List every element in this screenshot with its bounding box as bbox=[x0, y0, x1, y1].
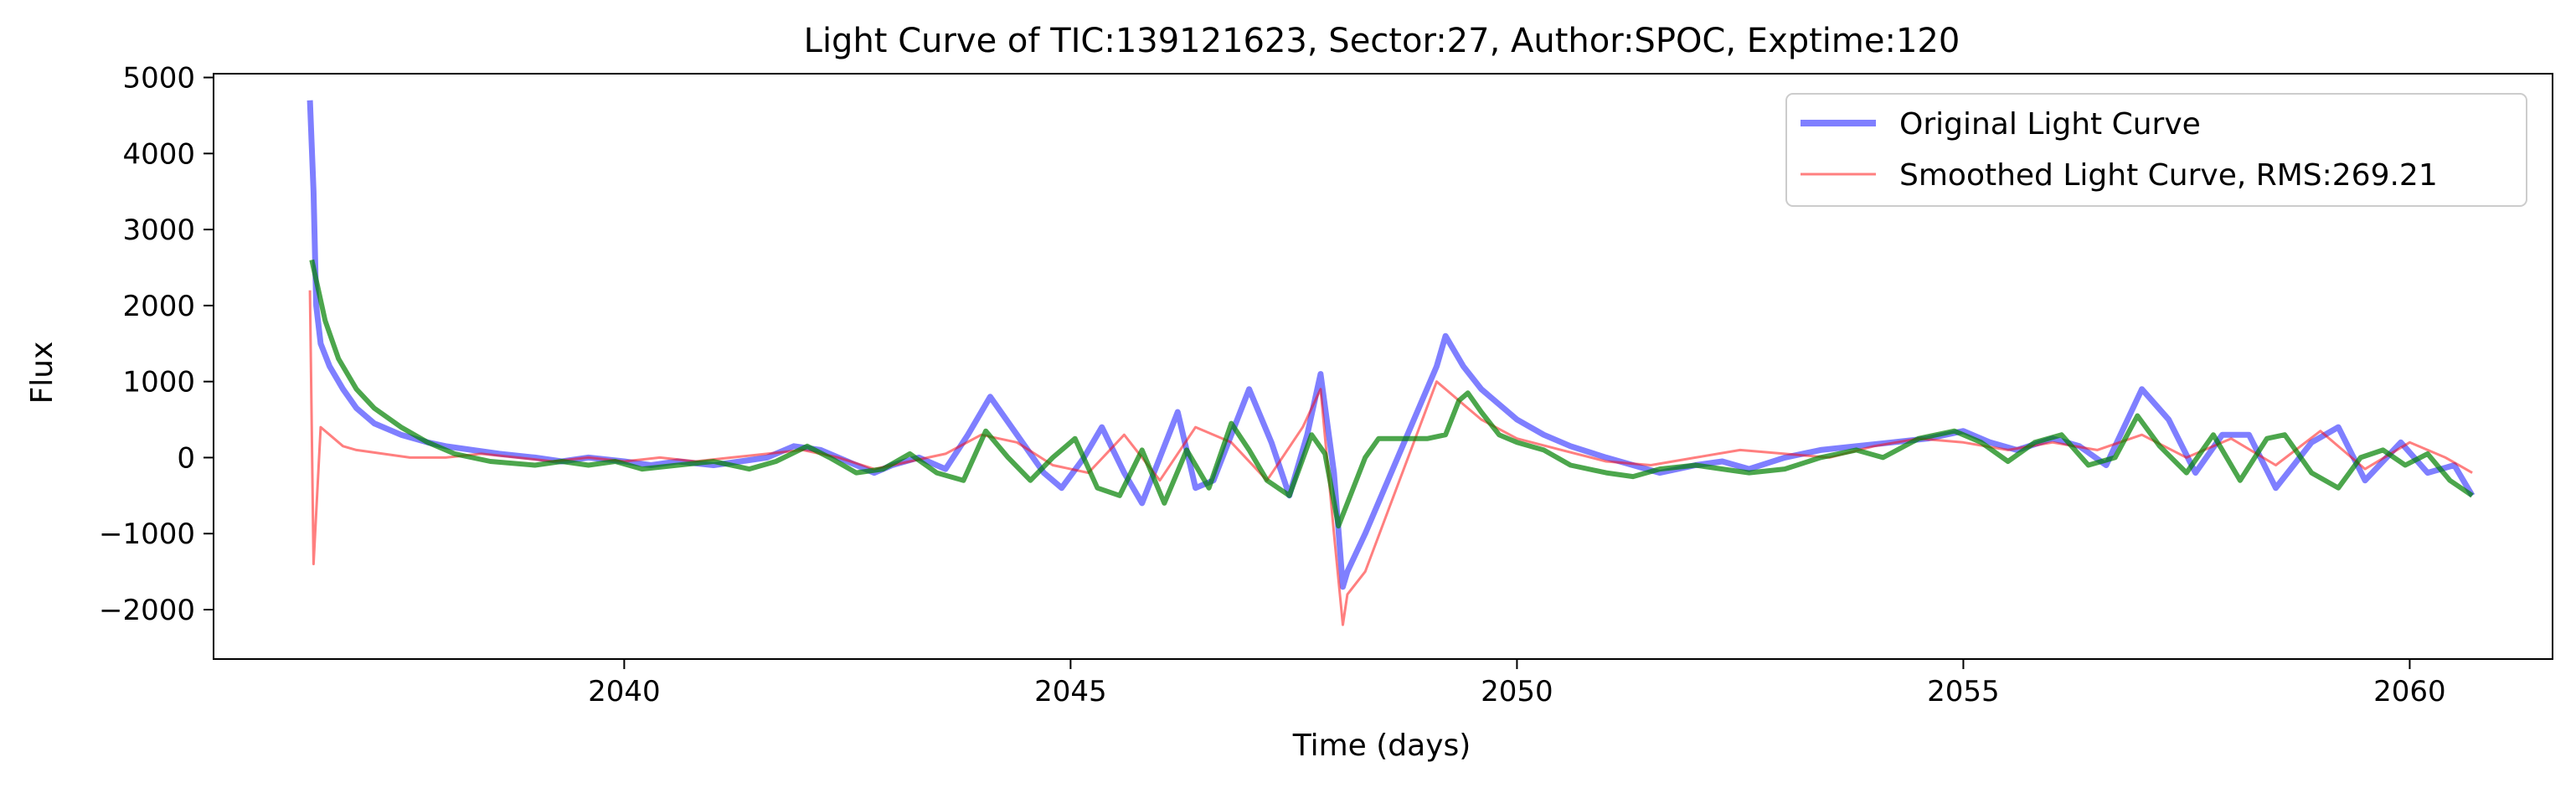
legend-box bbox=[1785, 93, 2527, 207]
plot-frame bbox=[213, 73, 2553, 660]
series-layer bbox=[307, 100, 2476, 626]
legend-label-smoothed: Smoothed Light Curve, RMS:269.21 bbox=[1899, 158, 2438, 193]
y-tick-label: 3000 bbox=[122, 214, 195, 247]
y-tick-label: 0 bbox=[177, 441, 195, 475]
y-tick-label: −2000 bbox=[99, 594, 195, 627]
legend-label-original: Original Light Curve bbox=[1899, 107, 2201, 142]
smoothed-light-curve-line bbox=[308, 290, 2473, 626]
legend: Original Light Curve Smoothed Light Curv… bbox=[1785, 93, 2527, 207]
y-axis: −2000 −1000 0 1000 2000 3000 4000 5000 bbox=[99, 62, 214, 627]
x-axis: 2040 2045 2050 2055 2060 bbox=[588, 659, 2446, 708]
x-tick-label: 2040 bbox=[588, 675, 661, 708]
y-tick-label: 2000 bbox=[122, 290, 195, 323]
y-tick-label: 1000 bbox=[122, 366, 195, 399]
y-tick-label: 4000 bbox=[122, 137, 195, 171]
y-tick-label: 5000 bbox=[122, 62, 195, 95]
x-tick-label: 2055 bbox=[1927, 675, 2000, 708]
trend-line bbox=[309, 259, 2474, 529]
y-tick-label: −1000 bbox=[99, 518, 195, 551]
x-tick-label: 2050 bbox=[1481, 675, 1553, 708]
x-tick-label: 2045 bbox=[1034, 675, 1107, 708]
y-axis-label: Flux bbox=[25, 342, 59, 404]
x-tick-label: 2060 bbox=[2373, 675, 2446, 708]
chart-title: Light Curve of TIC:139121623, Sector:27,… bbox=[804, 22, 1960, 60]
x-axis-label: Time (days) bbox=[1292, 729, 1471, 763]
